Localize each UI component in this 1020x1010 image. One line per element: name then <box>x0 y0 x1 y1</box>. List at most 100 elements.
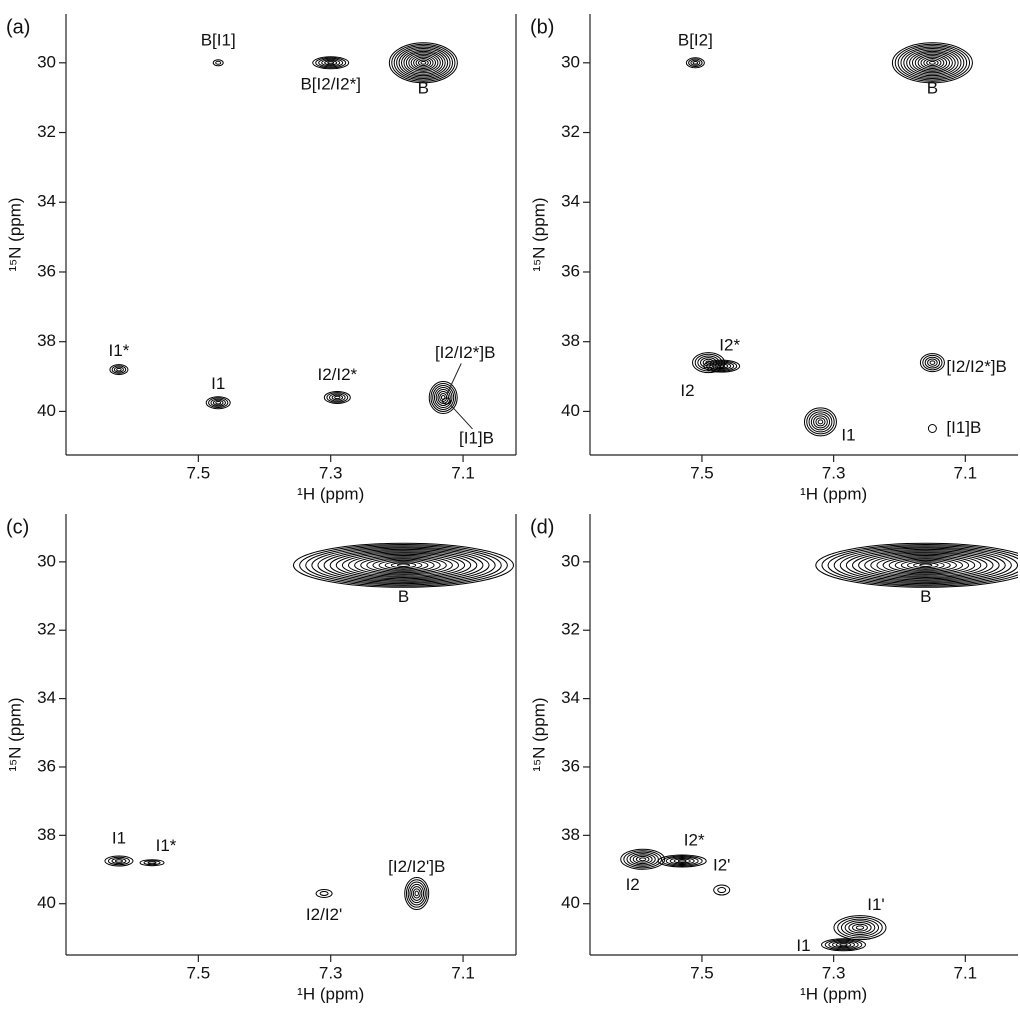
contour-ring <box>657 854 707 868</box>
contour-ring <box>894 558 957 572</box>
x-tick-label: 7.5 <box>690 463 714 482</box>
y-tick-label: 38 <box>37 331 56 350</box>
contour-ring <box>709 361 735 371</box>
x-tick-label: 7.1 <box>451 963 475 982</box>
peak <box>929 60 936 65</box>
contour-ring <box>852 923 868 932</box>
peak-label: I2 <box>626 875 640 894</box>
peak-label: [I1]B <box>459 428 494 447</box>
peak-label: [I1]B <box>946 418 981 437</box>
peak-label: I1 <box>796 936 810 955</box>
peak <box>334 395 341 400</box>
y-tick-label: 34 <box>561 688 580 707</box>
contour-ring <box>891 42 973 84</box>
contour-ring <box>848 922 872 934</box>
contour-ring <box>669 857 695 865</box>
contour-ring <box>111 857 127 864</box>
peak-label: I2* <box>684 830 705 849</box>
peak-label: B[I2/I2*] <box>300 74 360 93</box>
peak-label: B[I2] <box>678 30 713 49</box>
contour-ring <box>360 556 447 575</box>
contour-ring <box>864 552 988 579</box>
contour-ring <box>833 546 1018 585</box>
panel-label: (c) <box>6 516 29 538</box>
y-tick-label: 32 <box>37 620 56 639</box>
contour-ring <box>808 411 833 433</box>
contour-ring <box>208 397 229 409</box>
peak-label: B[I1] <box>201 30 236 49</box>
panel-label: (d) <box>530 516 554 538</box>
contour-ring <box>835 942 852 948</box>
x-tick-label: 7.5 <box>187 963 211 982</box>
contour-ring <box>626 851 659 867</box>
peak <box>692 61 699 65</box>
peak <box>420 60 427 65</box>
peak-label: I2 <box>680 381 694 400</box>
peak <box>116 367 122 372</box>
y-tick-label: 36 <box>561 261 580 280</box>
contour-ring <box>432 384 455 410</box>
contour-ring <box>323 390 351 404</box>
contour-ring <box>413 56 434 70</box>
contour-ring <box>299 544 508 587</box>
plot-area <box>104 542 514 910</box>
peak <box>114 859 123 863</box>
x-tick-label: 7.1 <box>451 463 475 482</box>
contour-ring <box>107 856 130 866</box>
peak <box>817 419 824 425</box>
contour-ring <box>806 409 835 435</box>
contour-ring <box>326 392 349 403</box>
contour-ring <box>813 415 828 429</box>
peak <box>414 890 419 897</box>
contour-ring <box>821 544 1018 587</box>
peak-label: I2* <box>719 336 740 355</box>
y-axis-label: ¹⁵N (ppm) <box>529 197 548 271</box>
contour-ring <box>428 380 458 414</box>
x-tick-label: 7.3 <box>319 963 343 982</box>
contour-ring <box>321 59 341 67</box>
x-tick-label: 7.3 <box>319 463 343 482</box>
x-axis-label: ¹H (ppm) <box>800 484 867 503</box>
contour-ring <box>713 884 731 896</box>
contour-ring <box>837 916 883 939</box>
contour-ring <box>923 58 942 68</box>
contour-ring <box>439 392 448 402</box>
contour-ring <box>109 364 129 376</box>
contour-ring <box>924 356 941 369</box>
contour-ring <box>412 888 421 899</box>
contour-ring <box>919 353 945 373</box>
peak <box>855 925 865 930</box>
contour-ring <box>411 886 423 901</box>
y-tick-label: 38 <box>37 825 56 844</box>
contour-ring <box>205 396 231 410</box>
contour-ring <box>329 550 478 581</box>
contour-ring <box>378 559 429 571</box>
peak <box>919 563 933 568</box>
x-tick-label: 7.5 <box>187 463 211 482</box>
contour-ring <box>827 545 1018 586</box>
contour-ring <box>315 57 347 69</box>
contour-ring <box>430 382 456 412</box>
contour-ring <box>104 855 134 867</box>
contour-ring <box>398 48 449 78</box>
contour-ring <box>620 848 666 870</box>
contour-ring <box>408 53 439 72</box>
panel-label: (b) <box>530 16 554 38</box>
peak-label: [I2/I2*]B <box>435 343 495 362</box>
contour-ring <box>832 941 856 949</box>
peak <box>442 397 452 405</box>
x-tick-label: 7.1 <box>954 463 978 482</box>
peak <box>839 943 848 947</box>
y-axis-label: ¹⁵N (ppm) <box>529 697 548 771</box>
contour-ring <box>661 855 703 867</box>
x-axis-label: ¹H (ppm) <box>297 484 364 503</box>
contour-ring <box>815 542 1018 588</box>
contour-ring <box>690 59 701 66</box>
plot-area <box>685 42 973 437</box>
contour-ring <box>688 58 703 68</box>
contour-ring <box>828 940 859 950</box>
contour-ring <box>311 546 496 585</box>
contour-ring <box>372 558 435 572</box>
contour-ring <box>415 58 432 68</box>
y-tick-label: 36 <box>37 261 56 280</box>
